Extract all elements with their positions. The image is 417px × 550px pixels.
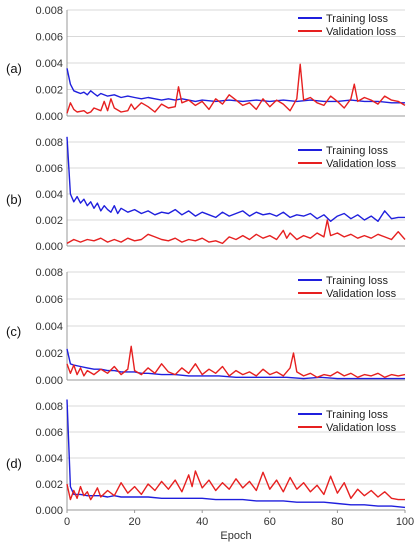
panels-container: 0.000 0.002 0.004 0.006 0.008 (a) Training los… xyxy=(6,5,414,542)
y-tick-label: 0.008 xyxy=(35,5,63,17)
y-tick-label: 0.008 xyxy=(35,267,63,279)
panel-label: (d) xyxy=(6,456,22,471)
y-tick-label: 0.000 xyxy=(35,505,63,517)
chart-panel-1: 0.000 0.002 0.004 0.006 0.008 (a) Training los… xyxy=(6,5,406,123)
y-tick-label: 0.008 xyxy=(35,137,63,149)
series-line-validation-loss xyxy=(66,470,405,501)
x-axis-label: Epoch xyxy=(220,530,251,542)
chart-panel-4: 0.000 0.002 0.004 0.006 0.008 (d) Training los… xyxy=(6,399,414,542)
y-tick-label: 0.002 xyxy=(35,479,63,491)
series-line-training-loss xyxy=(66,136,405,223)
legend-entry: Training loss xyxy=(326,275,388,287)
y-tick-label: 0.002 xyxy=(35,348,63,360)
legend-entry: Validation loss xyxy=(326,26,397,38)
series-line-validation-loss xyxy=(66,219,406,245)
y-tick-label: 0.004 xyxy=(35,321,63,333)
series-line-training-loss xyxy=(66,348,405,380)
y-tick-label: 0.000 xyxy=(35,241,63,253)
y-tick-label: 0.006 xyxy=(35,32,63,44)
panel-label: (b) xyxy=(6,192,22,207)
chart-panel-2: 0.000 0.002 0.004 0.006 0.008 (b) Training los… xyxy=(6,136,406,253)
legend-entry: Validation loss xyxy=(326,158,397,170)
x-tick-label: 100 xyxy=(396,516,414,528)
y-tick-label: 0.004 xyxy=(35,58,63,70)
x-tick-label: 60 xyxy=(264,516,276,528)
legend-entry: Training loss xyxy=(326,13,388,25)
y-tick-label: 0.004 xyxy=(35,189,63,201)
legend-entry: Validation loss xyxy=(326,288,397,300)
y-tick-label: 0.008 xyxy=(35,401,63,413)
y-tick-label: 0.006 xyxy=(35,427,63,439)
legend-entry: Validation loss xyxy=(326,422,397,434)
x-tick-label: 80 xyxy=(331,516,343,528)
x-tick-label: 40 xyxy=(196,516,208,528)
y-tick-label: 0.006 xyxy=(35,294,63,306)
y-tick-label: 0.004 xyxy=(35,453,63,465)
x-tick-label: 0 xyxy=(64,516,70,528)
chart-panel-3: 0.000 0.002 0.004 0.006 0.008 (c) Training los… xyxy=(6,267,406,387)
legend-entry: Training loss xyxy=(326,145,388,157)
panel-label: (c) xyxy=(6,324,21,339)
y-tick-label: 0.006 xyxy=(35,163,63,175)
y-tick-label: 0.000 xyxy=(35,111,63,123)
y-tick-label: 0.000 xyxy=(35,375,63,387)
panel-label: (a) xyxy=(6,61,22,76)
series-line-validation-loss xyxy=(66,63,406,115)
y-tick-label: 0.002 xyxy=(35,85,63,97)
series-line-validation-loss xyxy=(66,345,406,378)
y-tick-label: 0.002 xyxy=(35,215,63,227)
x-tick-label: 20 xyxy=(128,516,140,528)
legend-entry: Training loss xyxy=(326,409,388,421)
series-line-training-loss xyxy=(66,399,406,509)
